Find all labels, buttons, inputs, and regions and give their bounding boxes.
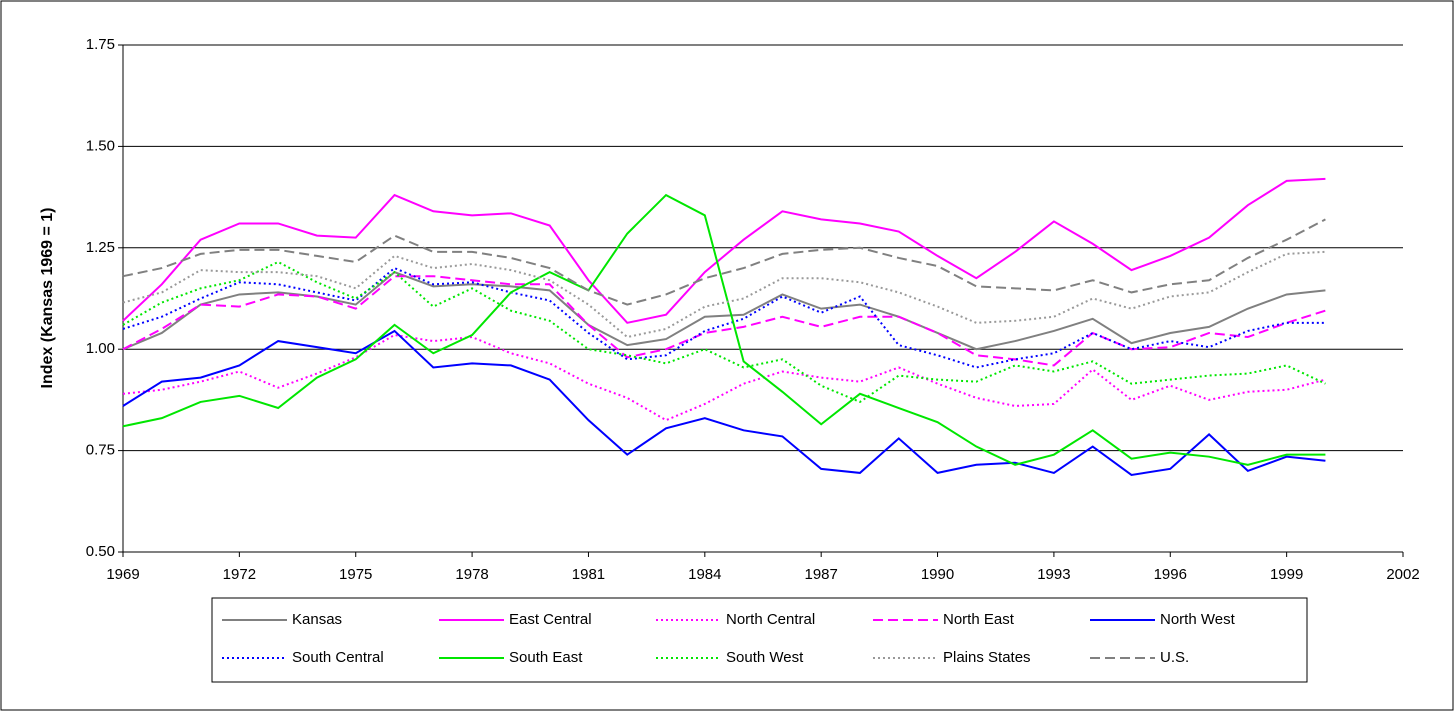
y-axis-label: Index (Kansas 1969 = 1) (39, 208, 56, 389)
series-line (122, 193, 1326, 466)
legend-label: North East (943, 611, 1015, 628)
series-line (122, 177, 1326, 324)
x-tick-label: 1996 (1154, 566, 1187, 583)
x-tick-label: 1987 (804, 566, 837, 583)
legend-label: South Central (292, 649, 384, 666)
x-tick-label: 1978 (455, 566, 488, 583)
y-tick-label: 0.50 (86, 543, 115, 560)
legend-label: North Central (726, 611, 815, 628)
legend-label: South East (509, 649, 583, 666)
legend-label: East Central (509, 611, 592, 628)
series-line (122, 250, 1326, 339)
x-tick-label: 1981 (572, 566, 605, 583)
series-line (122, 266, 1326, 369)
legend-label: U.S. (1160, 649, 1189, 666)
legend-label: South West (726, 649, 804, 666)
series-line (122, 260, 1326, 404)
y-tick-label: 1.75 (86, 36, 115, 53)
series-line (122, 218, 1326, 306)
series-line (122, 329, 1326, 476)
legend-label: North West (1160, 611, 1236, 628)
x-tick-label: 1999 (1270, 566, 1303, 583)
legend-label: Kansas (292, 611, 342, 628)
legend-label: Plains States (943, 649, 1031, 666)
x-tick-label: 1969 (106, 566, 139, 583)
series-line (122, 275, 1326, 367)
x-tick-label: 1990 (921, 566, 954, 583)
y-tick-label: 1.25 (86, 239, 115, 256)
x-tick-label: 1993 (1037, 566, 1070, 583)
x-tick-label: 1972 (223, 566, 256, 583)
y-tick-label: 0.75 (86, 442, 115, 459)
y-tick-label: 1.00 (86, 340, 115, 357)
y-tick-label: 1.50 (86, 137, 115, 154)
x-tick-label: 2002 (1386, 566, 1419, 583)
x-tick-label: 1975 (339, 566, 372, 583)
legend-box (211, 597, 1308, 683)
x-tick-label: 1984 (688, 566, 721, 583)
